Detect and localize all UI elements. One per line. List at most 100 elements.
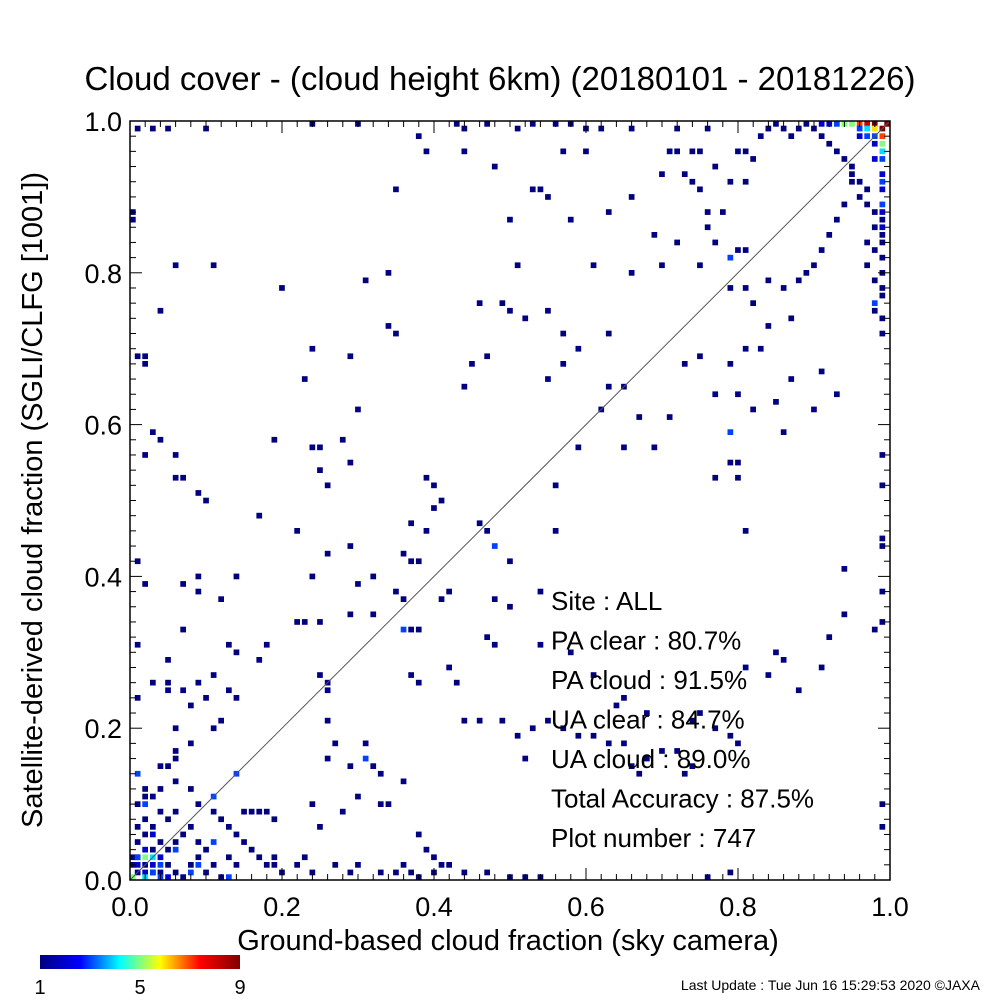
heatmap-cell (491, 543, 498, 549)
heatmap-cell (514, 262, 521, 269)
heatmap-cell (172, 755, 179, 762)
heatmap-cell (537, 641, 544, 648)
heatmap-cell (818, 121, 825, 127)
heatmap-cell (742, 664, 749, 671)
heatmap-cell (400, 550, 407, 557)
heatmap-cell (621, 695, 627, 701)
heatmap-cell (491, 641, 498, 648)
heatmap-cell (484, 353, 490, 360)
heatmap-cell (423, 528, 430, 534)
heatmap-cell (317, 444, 323, 451)
heatmap-cell (864, 133, 870, 139)
heatmap-cell (218, 596, 224, 602)
heatmap-cell (461, 148, 468, 155)
x-axis-title: Ground-based cloud fraction (sky camera) (237, 925, 779, 957)
heatmap-cell (856, 178, 863, 185)
heatmap-cell (301, 854, 308, 861)
heatmap-cell (393, 330, 399, 337)
heatmap-cell (347, 543, 354, 549)
heatmap-cell (879, 330, 886, 337)
heatmap-cell (317, 467, 323, 473)
heatmap-cell (507, 558, 513, 565)
heatmap-cell (165, 687, 171, 694)
heatmap-cell (142, 869, 148, 876)
colorbar (40, 955, 240, 969)
heatmap-cell (400, 778, 407, 785)
heatmap-cell (172, 869, 179, 876)
heatmap-cell (583, 148, 589, 155)
heatmap-cell (788, 376, 795, 382)
heatmap-cell (834, 216, 840, 223)
one-to-one-reference-line (129, 120, 891, 881)
heatmap-cell (134, 125, 141, 132)
heatmap-cell (172, 748, 179, 754)
heatmap-cell (560, 361, 567, 367)
heatmap-cell (415, 626, 422, 633)
heatmap-cell (309, 345, 316, 352)
heatmap-cell (879, 254, 886, 261)
heatmap-cell (871, 307, 878, 314)
heatmap-cell (195, 862, 202, 868)
heatmap-cell (871, 626, 878, 633)
heatmap-cell (735, 148, 741, 155)
heatmap-cell (165, 862, 171, 868)
heatmap-cell (864, 125, 870, 132)
heatmap-cell (431, 505, 437, 511)
heatmap-cell (803, 121, 810, 127)
heatmap-cell (659, 171, 665, 177)
heatmap-cell (879, 232, 886, 238)
heatmap-cell (180, 626, 186, 633)
heatmap-cell (446, 588, 452, 595)
heatmap-cell (438, 596, 445, 602)
heatmap-cell (188, 702, 194, 709)
heatmap-cell (195, 573, 202, 580)
heatmap-cell (681, 361, 688, 367)
heatmap-cell (195, 490, 202, 496)
heatmap-cell (317, 619, 323, 625)
heatmap-cell (370, 763, 377, 769)
heatmap-cell (507, 216, 513, 223)
heatmap-cell (879, 186, 886, 193)
heatmap-cell (195, 854, 202, 861)
heatmap-cell (644, 755, 650, 762)
heatmap-cell (681, 770, 688, 777)
heatmap-cell (157, 839, 164, 845)
heatmap-cell (697, 710, 703, 716)
last-update-footer: Last Update : Tue Jun 16 15:29:53 2020 ©… (681, 977, 981, 993)
heatmap-cell (879, 148, 886, 155)
heatmap-cell (218, 816, 224, 823)
heatmap-cell (423, 148, 430, 155)
heatmap-cell (491, 596, 498, 602)
heatmap-cell (795, 687, 802, 694)
heatmap-cell (385, 270, 392, 276)
heatmap-cell (324, 755, 331, 762)
heatmap-cell (697, 262, 703, 269)
heatmap-cell (720, 209, 726, 215)
heatmap-cell (666, 414, 673, 420)
heatmap-cell (659, 262, 665, 269)
heatmap-cell (697, 186, 703, 193)
heatmap-cell (172, 725, 179, 732)
heatmap-cell (301, 376, 308, 382)
heatmap-cell (879, 801, 886, 807)
heatmap-cell (271, 854, 278, 861)
heatmap-cell (727, 459, 734, 466)
heatmap-cell (385, 323, 392, 329)
heatmap-cell (856, 133, 863, 139)
heatmap-cell (203, 497, 209, 504)
heatmap-cell (476, 520, 483, 527)
heatmap-cell (879, 482, 886, 489)
heatmap-cell (605, 740, 612, 747)
heatmap-cell (150, 862, 156, 868)
heatmap-cell (522, 755, 529, 762)
y-tick-label: 0.8 (84, 259, 122, 289)
heatmap-cell (514, 732, 521, 739)
heatmap-cell (788, 133, 795, 139)
heatmap-cell (689, 763, 696, 769)
heatmap-cell (226, 824, 232, 830)
heatmap-cell (294, 528, 300, 534)
heatmap-cell (712, 239, 719, 246)
heatmap-cell (674, 748, 680, 754)
heatmap-cell (529, 725, 536, 732)
heatmap-cell (689, 148, 696, 155)
